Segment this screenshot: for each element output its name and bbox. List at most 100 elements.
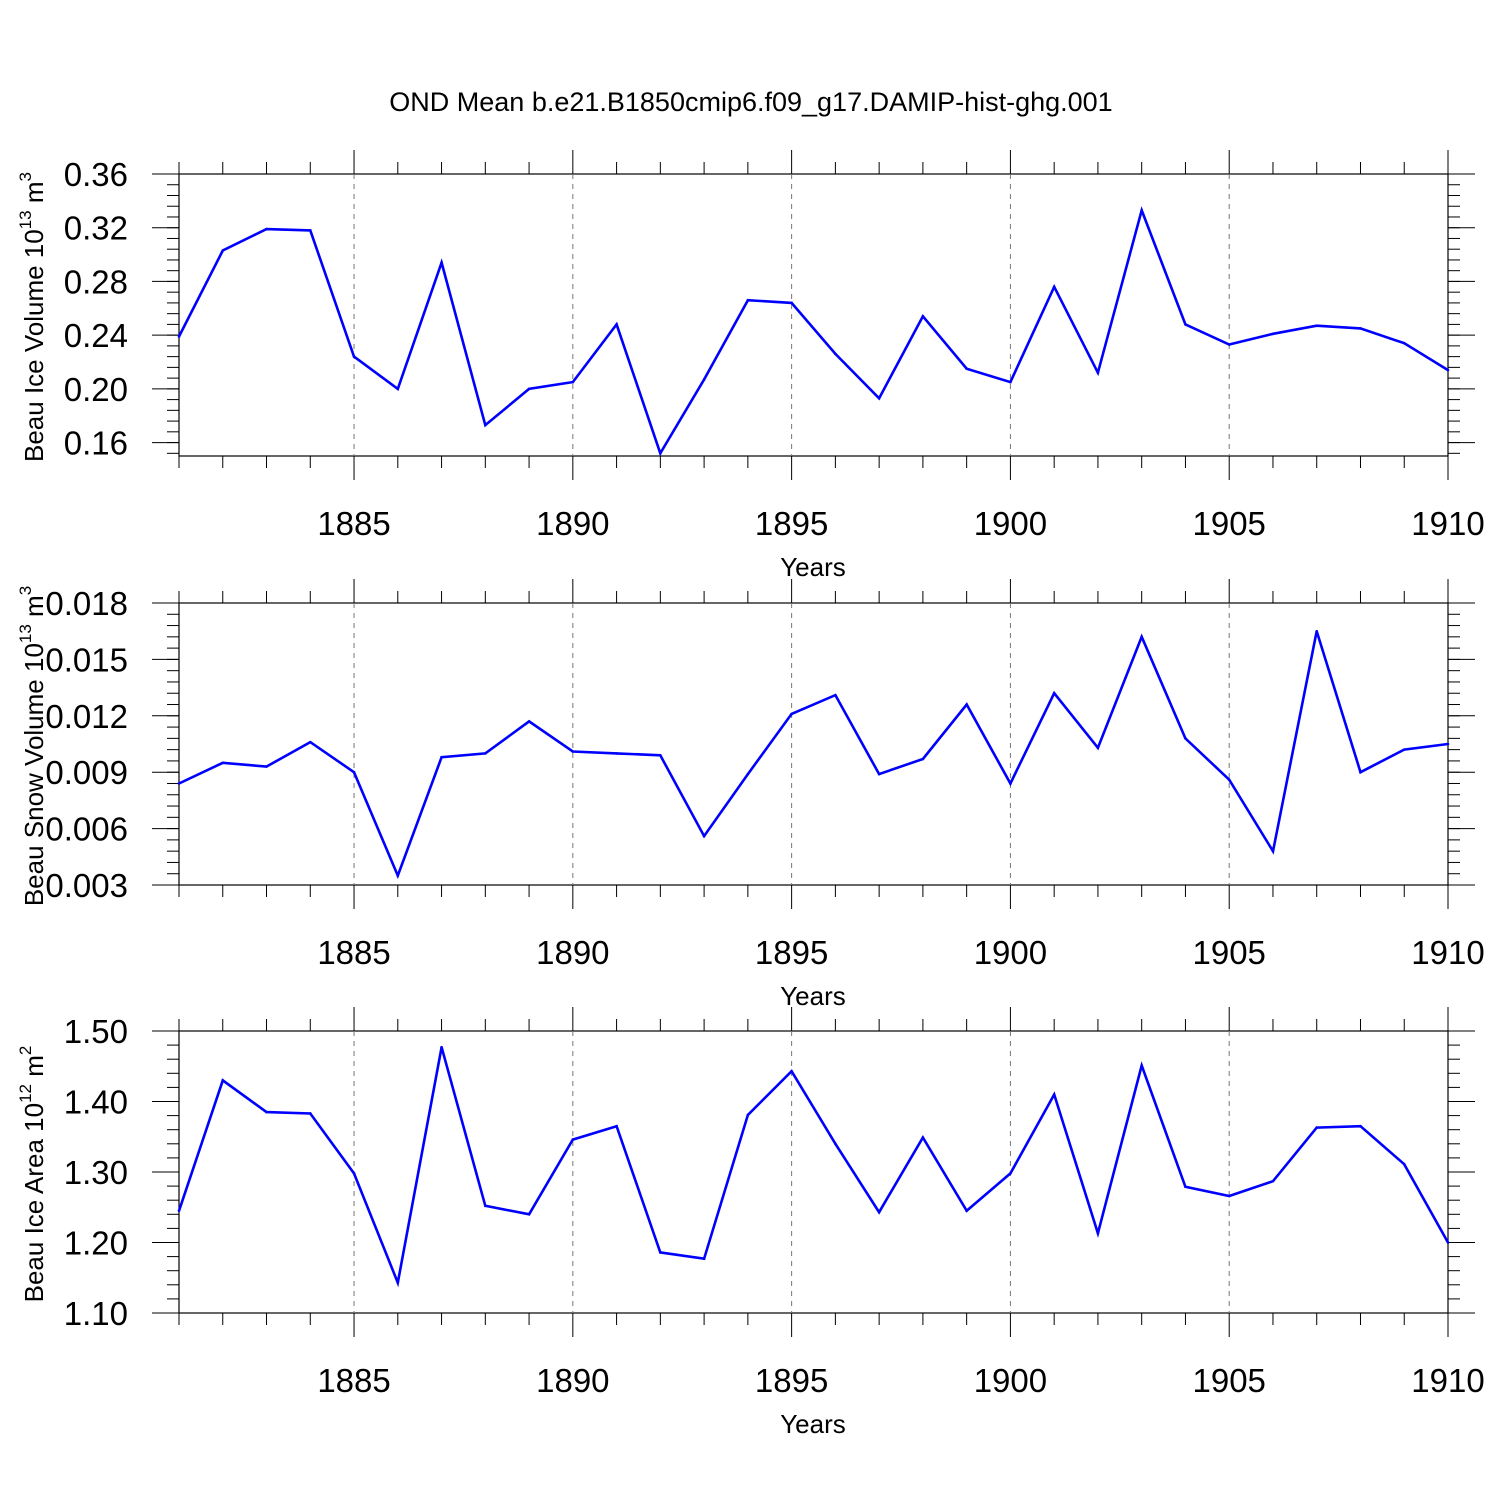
data-point	[746, 1113, 750, 1117]
data-point	[527, 720, 531, 723]
data-point	[1446, 1241, 1450, 1244]
y-axis-label-unit: m	[19, 181, 49, 210]
data-point	[790, 712, 793, 716]
chart-panel-2: 1885 1890 1895 1900 1905 1910 Years 0.003 0.006 0…	[16, 579, 1485, 1011]
data-point	[484, 423, 487, 427]
data-point	[1140, 635, 1143, 639]
data-point	[965, 367, 968, 371]
x-axis-label: Years	[780, 1409, 846, 1439]
plot-frame	[178, 602, 1449, 886]
y-axis-label-unit-exp: 3	[16, 586, 35, 595]
data-point	[877, 1210, 881, 1214]
x-tick-label: 1910	[1411, 505, 1484, 542]
data-point	[221, 761, 225, 765]
y-axis-label-exp: 12	[16, 1084, 35, 1103]
y-axis-label-text: Beau Snow Volume 1013 m3	[16, 586, 49, 906]
x-tick-label: 1885	[317, 1362, 390, 1399]
data-point	[1140, 208, 1143, 212]
y-tick-label: 0.003	[45, 867, 128, 904]
y-tick-label: 1.50	[64, 1013, 128, 1050]
data-point	[440, 1045, 443, 1049]
data-point	[1359, 770, 1362, 774]
data-point	[177, 782, 181, 785]
data-point	[1227, 778, 1231, 782]
data-point	[1359, 1124, 1362, 1128]
data-point	[790, 301, 793, 305]
y-axis-label-main: Beau Ice Volume 10	[19, 229, 49, 462]
data-point	[1359, 327, 1362, 330]
y-tick-label: 1.30	[64, 1154, 128, 1191]
y-axis-label-unit: m	[19, 1055, 49, 1084]
data-point	[659, 452, 662, 455]
y-tick-label: 0.009	[45, 754, 128, 791]
x-tick-label: 1890	[536, 1362, 609, 1399]
y-axis-label-exp: 13	[16, 624, 35, 643]
data-point	[352, 770, 356, 774]
y-tick-label: 0.20	[64, 371, 128, 408]
data-point	[615, 752, 618, 755]
data-point	[1052, 691, 1056, 695]
x-tick-label: 1900	[974, 505, 1047, 542]
y-axis-label: Beau Ice Volume 1013 m3	[16, 172, 49, 462]
data-point	[1009, 782, 1012, 785]
data-point	[265, 765, 268, 768]
y-tick-label: 1.40	[64, 1084, 128, 1121]
data-point	[352, 355, 356, 358]
data-point	[1402, 341, 1406, 345]
x-tick-label: 1895	[755, 505, 828, 542]
data-point	[1184, 323, 1187, 326]
data-point	[571, 380, 575, 384]
data-point	[877, 396, 881, 400]
y-axis-label-text: Beau Ice Area 1012 m2	[16, 1046, 49, 1303]
data-point	[177, 335, 181, 338]
data-point	[484, 1204, 487, 1208]
x-tick-label: 1890	[536, 934, 609, 971]
chart-panels: 1885 1890 1895 1900 1905 1910 Years 0.16 0.20 0.2…	[16, 150, 1485, 1439]
data-point	[615, 323, 618, 326]
x-tick-label: 1885	[317, 934, 390, 971]
data-point	[702, 834, 706, 838]
data-point	[1052, 285, 1056, 289]
x-tick-label: 1895	[755, 934, 828, 971]
series-line	[177, 1046, 1450, 1288]
y-axis-label-unit: m	[19, 595, 49, 624]
data-point	[1096, 371, 1100, 375]
plot-frame	[178, 173, 1449, 457]
chart-panel-1: 1885 1890 1895 1900 1905 1910 Years 0.16 0.20 0.2…	[16, 150, 1485, 582]
y-axis-label-text: Beau Ice Volume 1013 m3	[16, 172, 49, 462]
data-point	[1315, 629, 1319, 633]
y-axis-label-unit-exp: 3	[16, 172, 35, 181]
figure-title: OND Mean b.e21.B1850cmip6.f09_g17.DAMIP-…	[389, 87, 1112, 117]
data-point	[484, 752, 487, 755]
data-point	[1271, 1179, 1275, 1183]
data-point	[1009, 380, 1012, 384]
y-tick-label: 0.012	[45, 698, 128, 735]
y-axis-label: Beau Snow Volume 1013 m3	[16, 586, 49, 906]
data-point	[834, 693, 837, 697]
data-point	[177, 1209, 181, 1213]
data-point	[1402, 1162, 1406, 1166]
data-point	[1271, 849, 1275, 853]
data-point	[921, 1136, 925, 1139]
data-point	[1271, 332, 1275, 336]
data-point	[1315, 1126, 1319, 1129]
data-point	[308, 740, 312, 744]
data-point	[527, 387, 531, 391]
data-point	[1227, 343, 1231, 346]
data-point	[1184, 737, 1187, 740]
data-point	[746, 298, 750, 302]
data-point	[308, 1112, 312, 1115]
data-point	[1096, 1232, 1100, 1235]
data-point	[1227, 1194, 1231, 1198]
x-tick-label: 1900	[974, 1362, 1047, 1399]
y-tick-label: 0.16	[64, 425, 128, 462]
y-axis-label-main: Beau Snow Volume 10	[19, 643, 49, 906]
x-tick-label: 1895	[755, 1362, 828, 1399]
data-point	[659, 1251, 662, 1254]
y-tick-label: 0.015	[45, 641, 128, 678]
data-point	[1096, 746, 1100, 750]
data-point	[702, 1257, 706, 1261]
data-point	[615, 1124, 618, 1128]
x-tick-label: 1905	[1192, 505, 1265, 542]
data-point	[1446, 368, 1450, 372]
